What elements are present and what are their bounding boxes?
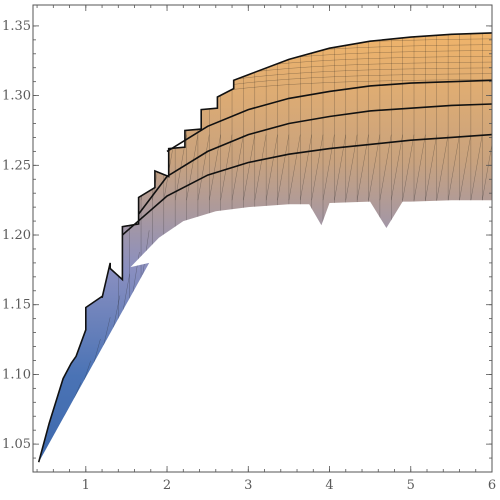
y-tick-label: 1.15: [2, 298, 31, 313]
mesh-diagonal-line: [220, 134, 233, 201]
y-tick-label: 1.35: [2, 19, 31, 34]
mesh-diagonal-line: [186, 134, 199, 201]
mesh-diagonal-line: [311, 134, 324, 201]
mesh-diagonal-line: [277, 134, 290, 201]
x-tick-label: 1: [82, 478, 90, 493]
mesh-diagonal-line: [368, 134, 381, 201]
y-tick-label: 1.30: [2, 89, 31, 104]
mesh-diagonal-line: [413, 134, 426, 201]
mesh-diagonal-line: [254, 134, 267, 201]
band-boundary-line: [137, 103, 493, 215]
mesh-diagonal-line: [231, 134, 244, 201]
mesh-diagonal-line: [425, 134, 437, 201]
y-tick-label: 1.25: [2, 158, 31, 173]
mesh-diagonal-line: [288, 134, 301, 201]
mesh-diagonal-line: [197, 134, 210, 201]
mesh-diagonal-line: [129, 134, 142, 201]
x-tick-label: 4: [325, 478, 333, 493]
mesh-diagonal-line: [118, 134, 130, 201]
y-tick-label: 1.10: [2, 367, 31, 382]
mesh-diagonal-line: [334, 134, 346, 201]
mesh-diagonal-line: [322, 134, 335, 201]
mesh-lower-line: [123, 273, 130, 311]
mesh-diagonal-line: [379, 134, 392, 201]
surface-fill: [38, 32, 492, 463]
mesh-diagonal-line: [391, 134, 403, 201]
x-tick-label: 6: [488, 478, 496, 493]
band-boundaries: [121, 79, 493, 236]
mesh-diagonal-line: [447, 134, 460, 201]
mesh-lower-line: [93, 338, 101, 363]
x-tick-label: 5: [407, 478, 415, 493]
y-axis-ticks: 1.05 1.10 1.15 1.20 1.25 1.30 1.35: [2, 19, 492, 459]
mesh-diagonal-line: [243, 134, 255, 201]
upper-boundary-edge: [37, 32, 493, 463]
mesh-lower-line: [84, 360, 91, 381]
x-tick-label: 3: [244, 478, 252, 493]
band-boundary-line: [121, 133, 493, 236]
mesh-lower-line: [132, 251, 140, 293]
plot-frame: [32, 4, 493, 473]
surface-region: [37, 32, 493, 463]
mesh-diagonal-line: [265, 134, 278, 201]
mesh-diagonal-line: [356, 134, 369, 201]
y-tick-label: 1.20: [2, 228, 31, 243]
mesh-diagonal-line: [402, 134, 415, 201]
x-axis-ticks: 1 2 3 4 5 6: [36, 5, 496, 493]
mesh-diagonal-line: [459, 134, 472, 201]
mesh-lower-line: [113, 295, 121, 328]
x-tick-label: 2: [163, 478, 171, 493]
mesh-lower-line: [74, 382, 82, 398]
mesh-lower-line: [103, 317, 111, 346]
mesh-diagonal-line: [300, 134, 312, 201]
y-tick-label: 1.05: [2, 437, 31, 452]
mesh-diagonal-line: [209, 134, 221, 201]
mesh-diagonal-line: [436, 134, 449, 201]
band-boundary-line: [166, 79, 493, 153]
mesh-diagonal-line: [470, 134, 483, 201]
